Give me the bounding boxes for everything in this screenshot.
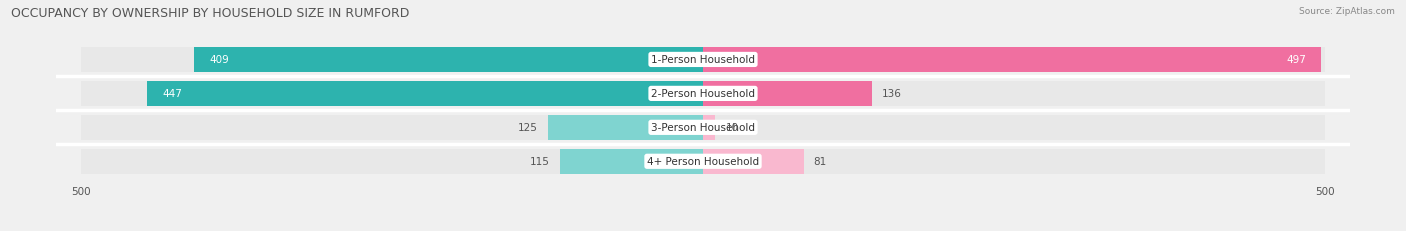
Bar <box>703 149 1324 174</box>
Bar <box>703 48 1324 72</box>
Text: 447: 447 <box>162 89 181 99</box>
Text: 2-Person Household: 2-Person Household <box>651 89 755 99</box>
Bar <box>547 116 703 140</box>
Text: 115: 115 <box>530 157 550 167</box>
Text: 497: 497 <box>1286 55 1306 65</box>
Text: 125: 125 <box>517 123 537 133</box>
Bar <box>82 116 703 140</box>
Bar <box>82 48 703 72</box>
Bar <box>703 116 716 140</box>
Bar <box>703 116 1324 140</box>
Text: 136: 136 <box>882 89 903 99</box>
Text: 409: 409 <box>209 55 229 65</box>
Bar <box>148 82 703 106</box>
Text: 1-Person Household: 1-Person Household <box>651 55 755 65</box>
Text: OCCUPANCY BY OWNERSHIP BY HOUSEHOLD SIZE IN RUMFORD: OCCUPANCY BY OWNERSHIP BY HOUSEHOLD SIZE… <box>11 7 409 20</box>
Bar <box>82 82 703 106</box>
Bar <box>703 48 1322 72</box>
Bar <box>194 48 703 72</box>
Bar <box>703 82 1324 106</box>
Text: 10: 10 <box>725 123 738 133</box>
Text: 81: 81 <box>814 157 827 167</box>
Bar <box>703 82 872 106</box>
Bar <box>560 149 703 174</box>
Text: 3-Person Household: 3-Person Household <box>651 123 755 133</box>
Bar <box>82 149 703 174</box>
Bar <box>703 149 804 174</box>
Text: 4+ Person Household: 4+ Person Household <box>647 157 759 167</box>
Text: Source: ZipAtlas.com: Source: ZipAtlas.com <box>1299 7 1395 16</box>
